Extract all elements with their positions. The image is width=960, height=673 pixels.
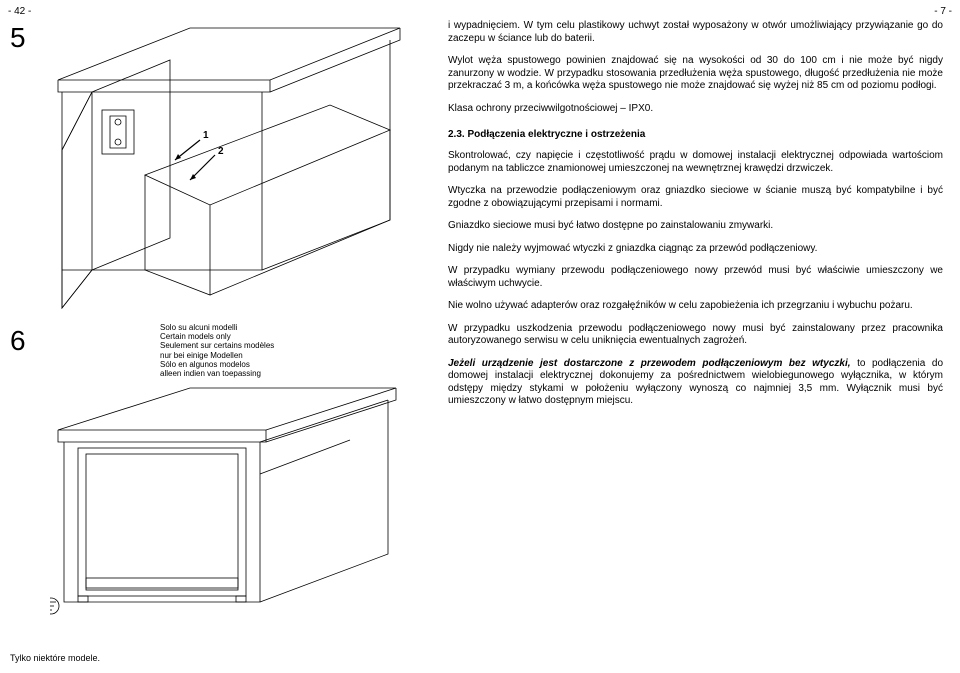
figure-5-number: 5 [10, 20, 50, 52]
caption-es: Sólo en algunos modelos [160, 360, 430, 369]
figure-5: 5 [10, 20, 430, 313]
figure-6-captions: Solo su alcuni modelli Certain models on… [160, 323, 430, 378]
paragraph-no-adapters: Nie wolno używać adapterów oraz rozgałęź… [448, 300, 943, 313]
caption-en: Certain models only [160, 332, 430, 341]
paragraph-check-voltage: Skontrolować, czy napięcie i częstotliwo… [448, 150, 943, 175]
paragraph-no-plug-lead: Jeżeli urządzenie jest dostarczone z prz… [448, 358, 851, 369]
page-number-left: - 42 - [8, 6, 31, 17]
caption-fr: Seulement sur certains modèles [160, 341, 430, 350]
caption-it: Solo su alcuni modelli [160, 323, 430, 332]
caption-nl: alleen indien van toepassing [160, 369, 430, 378]
svg-text:2: 2 [218, 146, 224, 157]
paragraph-outlet: Wylot węża spustowego powinien znajdować… [448, 55, 943, 93]
figure-5-illustration: 1 2 [50, 20, 430, 313]
right-column: i wypadnięciem. W tym celu plastikowy uc… [448, 20, 943, 418]
paragraph-unplug: Nigdy nie należy wyjmować wtyczki z gnia… [448, 243, 943, 256]
figure-6: 6 Solo su alcuni modelli Certain models … [10, 323, 430, 625]
figure-6-number: 6 [10, 323, 50, 355]
svg-text:1: 1 [203, 130, 209, 141]
caption-de: nur bei einige Modellen [160, 351, 430, 360]
paragraph-socket-access: Gniazdko sieciowe musi być łatwo dostępn… [448, 220, 943, 233]
paragraph-cord-replace: W przypadku wymiany przewodu podłączenio… [448, 265, 943, 290]
footnote: Tylko niektóre modele. [10, 653, 100, 663]
paragraph-no-plug: Jeżeli urządzenie jest dostarczone z prz… [448, 358, 943, 408]
paragraph-damaged-cord: W przypadku uszkodzenia przewodu podłącz… [448, 323, 943, 348]
figure-6-illustration [50, 382, 430, 625]
section-heading-electrical: 2.3. Podłączenia elektryczne i ostrzeżen… [448, 129, 943, 140]
page-number-right: - 7 - [934, 6, 952, 17]
paragraph-ip-class: Klasa ochrony przeciwwilgotnościowej – I… [448, 103, 943, 116]
paragraph-plug-socket: Wtyczka na przewodzie podłączeniowym ora… [448, 185, 943, 210]
left-column: 5 [10, 20, 430, 635]
paragraph-intro: i wypadnięciem. W tym celu plastikowy uc… [448, 20, 943, 45]
